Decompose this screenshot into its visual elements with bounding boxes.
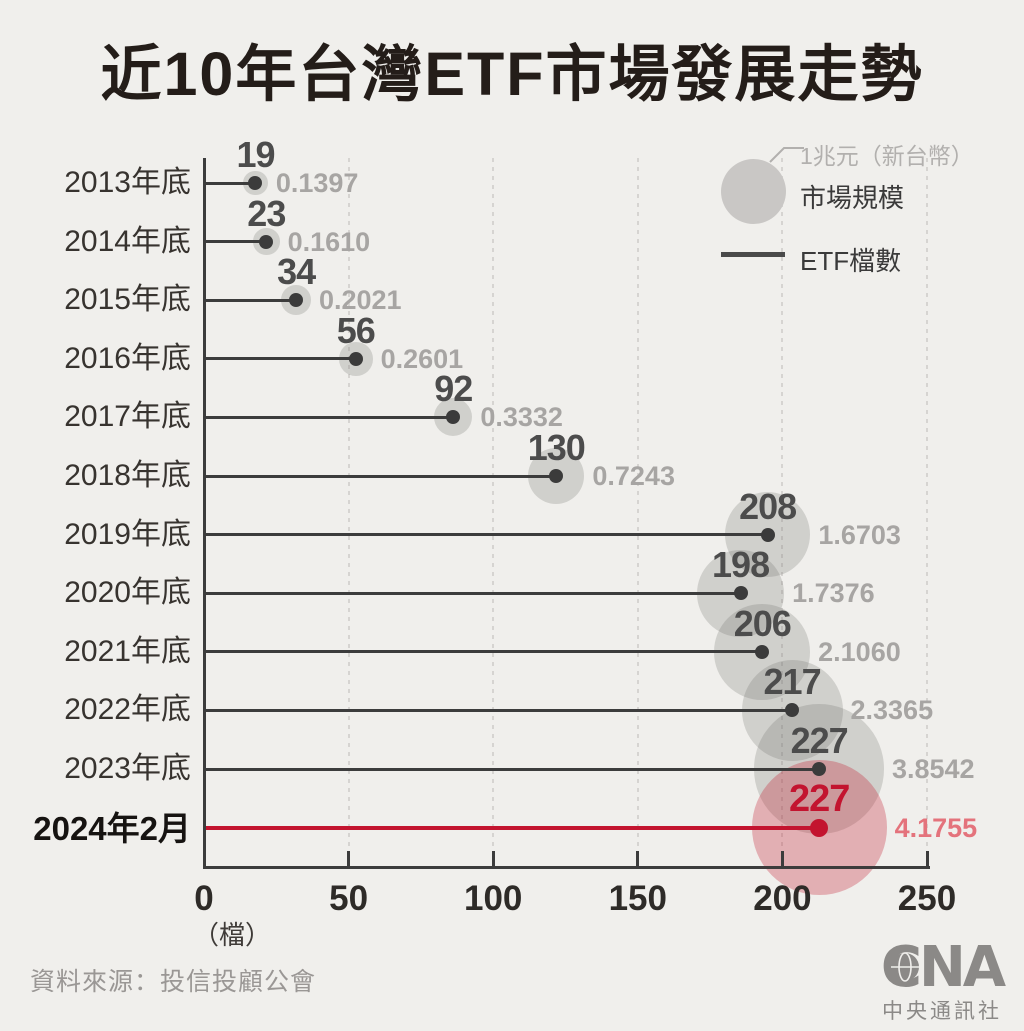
etf-count-dot (755, 644, 770, 659)
etf-count-line (204, 591, 741, 595)
x-axis-line (203, 866, 930, 869)
etf-count-dot (785, 703, 800, 718)
x-axis-tick-label: 150 (608, 879, 667, 918)
etf-count-dot-highlight (810, 818, 829, 837)
year-label: 2024年2月 (33, 809, 191, 847)
x-axis-tick (347, 851, 351, 867)
year-label: 2022年底 (64, 693, 191, 727)
year-label: 2017年底 (64, 400, 191, 434)
etf-count-label: 208 (739, 485, 797, 527)
legend-bubble-note: 1兆元（新台幣） (800, 143, 974, 169)
x-axis-tick-label: 50 (329, 879, 369, 918)
market-size-label: 1.7376 (792, 578, 875, 609)
x-axis-tick-label: 100 (463, 879, 523, 918)
market-size-label: 0.7243 (592, 461, 675, 491)
etf-count-line (204, 415, 454, 419)
market-size-label: 0.3332 (480, 402, 563, 433)
market-size-label: 0.2021 (318, 285, 402, 316)
year-label: 2014年底 (64, 224, 191, 258)
x-axis-tick (491, 851, 495, 867)
etf-count-label: 206 (733, 602, 792, 644)
year-label: 2013年底 (64, 166, 191, 199)
market-size-label: 0.1610 (287, 226, 371, 257)
etf-count-dot (812, 762, 827, 776)
gridline-200 (781, 158, 784, 867)
etf-count-label: 23 (247, 192, 286, 234)
legend-bubble-label: 市場規模 (800, 183, 905, 213)
cna-logo-name: 中央通訊社 (882, 1000, 1002, 1023)
x-axis-tick-label: 250 (897, 879, 957, 918)
legend-callout-line (769, 147, 804, 163)
year-label: 2019年底 (64, 517, 191, 551)
year-label: 2016年底 (64, 341, 191, 375)
etf-count-label: 217 (763, 661, 822, 703)
etf-count-line (204, 240, 267, 244)
x-axis-tick (636, 851, 640, 867)
etf-count-label: 227 (790, 720, 849, 761)
etf-count-label: 198 (712, 544, 770, 586)
gridline-100 (492, 158, 495, 867)
gridline-50 (347, 158, 350, 867)
etf-count-line (204, 357, 356, 361)
etf-count-dot (348, 351, 363, 366)
etf-count-dot (289, 293, 304, 308)
gridline-250 (926, 158, 928, 867)
year-label: 2018年底 (64, 459, 191, 492)
market-size-label: 3.8542 (891, 754, 975, 784)
cna-logo: CNA 中央通訊社 (881, 935, 1010, 1023)
gridline-150 (636, 158, 639, 867)
etf-count-dot (733, 586, 748, 601)
market-size-label: 4.1755 (894, 812, 978, 843)
etf-count-dot (549, 469, 564, 483)
page-title: 近10年台灣ETF市場發展走勢 (100, 40, 924, 108)
etf-count-label: 19 (236, 134, 275, 175)
etf-count-dot (259, 234, 274, 249)
etf-count-line-highlight (204, 826, 820, 830)
market-size-label: 2.1060 (818, 636, 901, 667)
year-label: 2021年底 (64, 634, 191, 668)
year-label: 2020年底 (64, 576, 191, 610)
market-size-label: 1.6703 (818, 519, 901, 550)
etf-count-line (204, 474, 557, 478)
etf-count-dot (446, 410, 461, 425)
etf-count-line (204, 767, 820, 771)
etf-count-label: 227 (788, 777, 850, 820)
etf-count-label: 130 (527, 427, 586, 468)
x-axis-unit-label: （檔） (193, 920, 272, 950)
legend-line-swatch (721, 252, 785, 257)
x-axis-tick (925, 851, 929, 867)
etf-count-line (204, 181, 256, 185)
x-axis-tick-label: 0 (194, 879, 214, 918)
year-label: 2015年底 (64, 283, 191, 317)
y-axis-line (203, 158, 206, 867)
x-axis-tick (780, 851, 784, 867)
etf-count-line (204, 298, 297, 302)
etf-count-label: 34 (277, 251, 316, 293)
market-size-label: 0.2601 (380, 343, 464, 374)
market-size-label: 2.3365 (850, 695, 934, 726)
etf-count-label: 92 (434, 368, 473, 410)
year-label: 2023年底 (64, 752, 191, 785)
etf-count-dot (760, 527, 775, 542)
etf-count-line (204, 533, 768, 537)
etf-count-line (204, 650, 763, 654)
source-note: 資料來源：投信投顧公會 (30, 968, 317, 996)
legend-line-label: ETF檔數 (800, 246, 902, 276)
legend-bubble-swatch (721, 159, 786, 224)
etf-count-line (204, 708, 793, 712)
market-size-label: 0.1397 (275, 168, 359, 198)
etf-count-label: 56 (336, 309, 376, 351)
etf-count-dot (248, 176, 263, 190)
x-axis-tick-label: 200 (753, 879, 812, 918)
